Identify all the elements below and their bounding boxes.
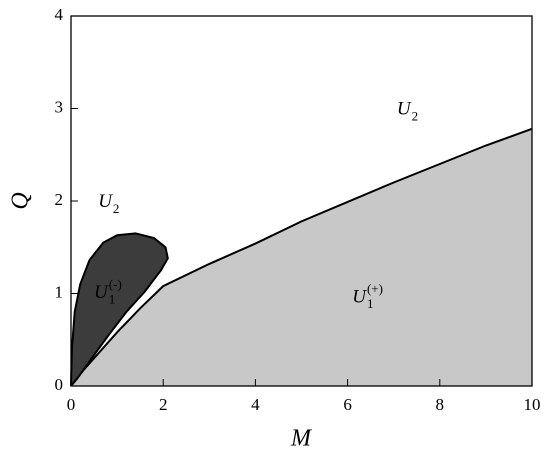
loop-region (71, 233, 168, 386)
annotation: U (98, 191, 113, 212)
x-tick-label: 6 (343, 395, 352, 414)
x-tick-label: 8 (436, 395, 445, 414)
annotation-sup: (-) (109, 276, 122, 291)
y-axis-label: Q (8, 192, 34, 209)
x-axis-label: M (290, 426, 313, 452)
annotation-sub: 2 (113, 201, 120, 216)
annotation: U (352, 286, 367, 307)
annotation-sub: 2 (412, 108, 419, 123)
annotation-sub: 1 (109, 291, 116, 306)
x-tick-label: 0 (67, 395, 76, 414)
x-tick-label: 10 (524, 395, 541, 414)
boundary-line (70, 232, 169, 387)
annotation: U (94, 282, 109, 303)
x-tick-label: 4 (251, 395, 260, 414)
region-fill (71, 128, 532, 386)
y-tick-label: 4 (55, 5, 64, 24)
y-tick-label: 1 (55, 282, 64, 301)
annotation-sup: (+) (367, 281, 383, 296)
annotation-sub: 1 (367, 296, 374, 311)
y-tick-label: 2 (55, 190, 64, 209)
y-tick-label: 3 (55, 97, 64, 116)
boundary-line (70, 127, 533, 387)
annotation: U (397, 99, 412, 120)
y-tick-label: 0 (55, 375, 64, 394)
x-tick-label: 2 (159, 395, 168, 414)
